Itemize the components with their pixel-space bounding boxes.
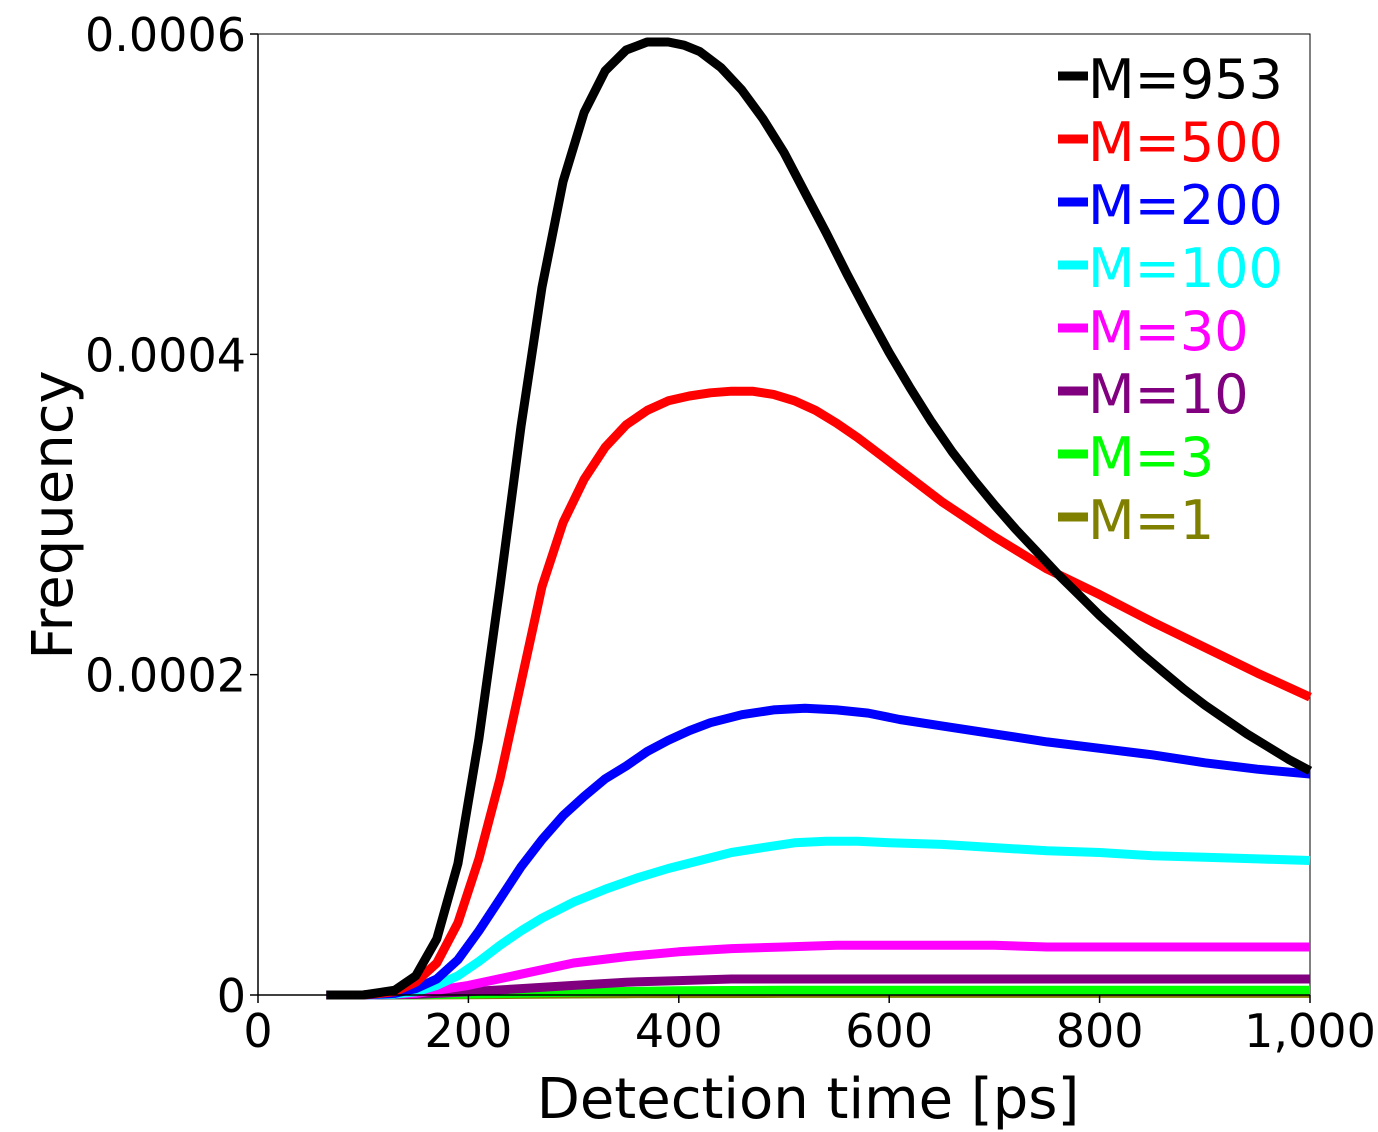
series-line-1 (326, 386, 1312, 1000)
x-axis-ticks: 0 200 400 600 800 1,000 (243, 995, 1376, 1058)
y-axis-ticks: 0 0.0002 0.0004 0.0006 (85, 8, 258, 1023)
y-tick-label: 0 (217, 969, 246, 1023)
y-axis-title: Frequency (21, 370, 86, 659)
y-tick-label: 0.0004 (85, 328, 246, 382)
legend-label: M=3 (1088, 426, 1214, 489)
series-line-3 (326, 836, 1311, 1000)
series-line-2 (326, 703, 1311, 1000)
legend-label: M=100 (1088, 237, 1283, 300)
legend-label: M=500 (1088, 111, 1283, 174)
legend-label: M=953 (1088, 48, 1283, 111)
legend-label: M=10 (1088, 363, 1249, 426)
y-tick-label: 0.0006 (85, 8, 246, 62)
x-tick-label: 0 (243, 1004, 272, 1058)
series-layer (326, 37, 1313, 1000)
y-tick-label: 0.0002 (85, 649, 246, 703)
x-tick-label: 200 (424, 1004, 512, 1058)
series-line-4 (326, 940, 1310, 1000)
x-tick-label: 600 (845, 1004, 933, 1058)
series-line-0 (326, 37, 1313, 1000)
x-axis-title: Detection time [ps] (537, 1067, 1080, 1132)
x-tick-label: 400 (635, 1004, 723, 1058)
axes-layer (257, 34, 1310, 996)
legend-label: M=30 (1088, 300, 1249, 363)
legend-label: M=1 (1088, 489, 1214, 552)
x-tick-label: 1,000 (1244, 1004, 1376, 1058)
x-tick-label: 800 (1056, 1004, 1144, 1058)
legend-label: M=200 (1088, 174, 1283, 237)
